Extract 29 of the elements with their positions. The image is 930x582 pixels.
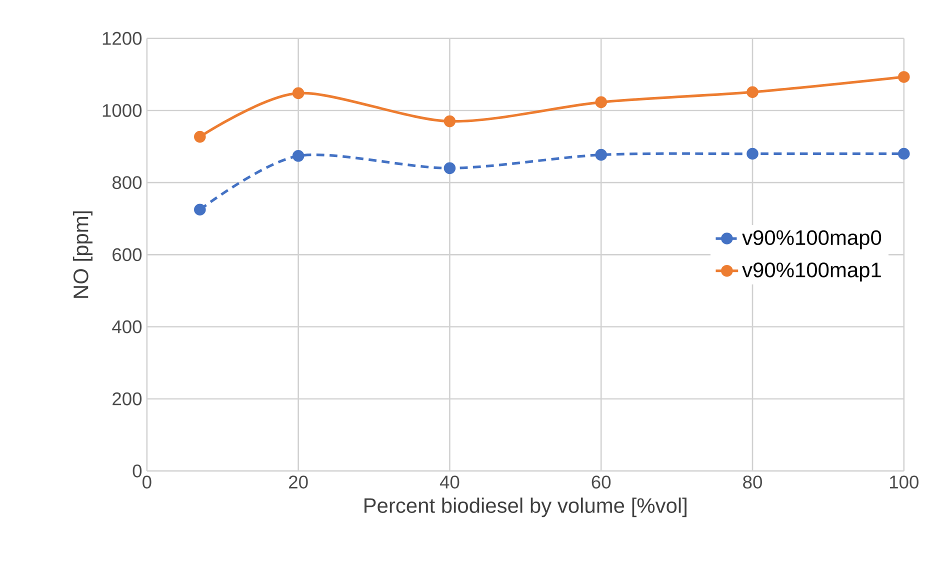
y-tick-label: 0 [132,464,142,478]
point [292,87,304,99]
point [194,204,206,216]
point [898,148,910,160]
x-tick-label: 80 [743,475,762,488]
x-tick-label: 60 [592,475,611,488]
x-tick-label: 100 [890,475,918,488]
x-tick-label: 40 [440,475,460,488]
legend-label: v90%100map0 [742,230,882,249]
point [746,86,758,98]
point [444,115,456,127]
legend-label: v90%100map1 [742,262,881,282]
y-tick-label: 200 [112,392,142,406]
point [595,148,608,161]
x-axis-title: Percent biodiesel by volume [%vol] [364,497,686,517]
point [898,70,910,83]
point [595,96,608,108]
y-tick-label: 1000 [102,104,142,117]
y-axis-title: NO [ppm] [72,211,92,298]
x-tick-label: 0 [142,475,152,488]
y-tick-label: 1200 [102,32,142,45]
y-tick-label: 600 [112,248,142,261]
y-tick-label: 800 [112,176,142,189]
x-tick-label: 20 [289,475,308,488]
y-tick-label: 400 [112,320,142,334]
point [444,162,456,174]
point [746,148,758,160]
point [194,130,206,142]
point [292,150,304,162]
